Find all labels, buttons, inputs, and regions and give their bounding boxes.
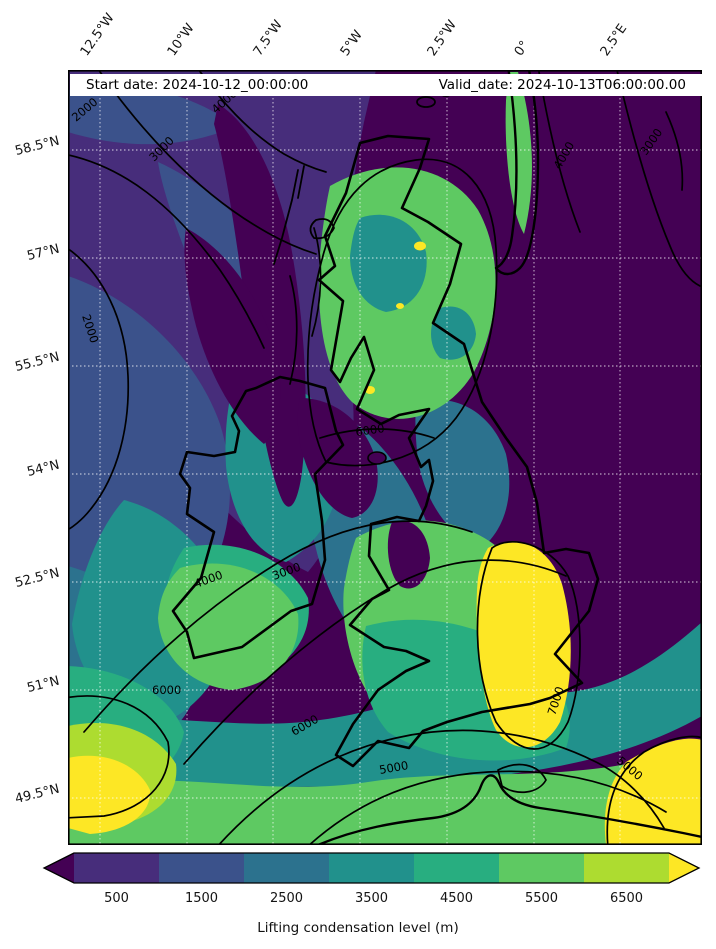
coastline-hebrides bbox=[273, 165, 305, 265]
map-header-bar: Start date: 2024-10-12_00:00:00 Valid_da… bbox=[70, 74, 702, 96]
colorbar-segment bbox=[584, 853, 669, 883]
lat-tick-label: 54°N bbox=[25, 457, 61, 481]
lon-tick-label: 2.5°E bbox=[597, 21, 631, 59]
lon-tick-label: 12.5°W bbox=[77, 10, 118, 59]
lat-tick-label: 58.5°N bbox=[13, 133, 61, 160]
lat-tick-label: 49.5°N bbox=[13, 781, 61, 808]
colorbar: 500 1500 2500 3500 4500 5500 6500 bbox=[42, 852, 701, 906]
colorbar-tick-label: 5500 bbox=[525, 891, 558, 906]
colorbar-outline bbox=[42, 852, 701, 884]
colorbar-axis-label: Lifting condensation level (m) bbox=[257, 920, 459, 936]
coastline-isle-of-man bbox=[367, 451, 387, 465]
lon-tick-label: 0° bbox=[511, 38, 533, 59]
colorbar-extend-max-arrow bbox=[669, 853, 699, 883]
coastline-skye bbox=[309, 218, 335, 240]
colorbar-segment bbox=[244, 853, 329, 883]
lat-tick-label: 55.5°N bbox=[13, 349, 61, 376]
contour-label: 6000 bbox=[354, 421, 385, 439]
colorbar-extend-min-arrow bbox=[44, 853, 74, 883]
contour-label: 6000 bbox=[152, 683, 181, 697]
lon-tick-label: 5°W bbox=[337, 27, 366, 59]
colorbar-tick-label: 500 bbox=[104, 891, 129, 906]
colorbar-segment bbox=[329, 853, 414, 883]
lon-tick-label: 7.5°W bbox=[250, 17, 286, 59]
colorbar-tick-label: 4500 bbox=[440, 891, 473, 906]
colorbar-tick-label: 3500 bbox=[355, 891, 388, 906]
colorbar-tick-label: 1500 bbox=[185, 891, 218, 906]
lat-tick-label: 51°N bbox=[25, 673, 61, 697]
coastline-france bbox=[316, 774, 702, 845]
graticule-gridlines bbox=[68, 70, 702, 845]
axes-frame bbox=[68, 70, 702, 845]
colorbar-tick-label: 6500 bbox=[610, 891, 643, 906]
colorbar-segment bbox=[499, 853, 584, 883]
map-plot: 2000 3000 4000 2000 4000 3000 6000 4000 … bbox=[68, 70, 702, 845]
colorbar-segment bbox=[74, 853, 159, 883]
lon-tick-label: 2.5°W bbox=[424, 17, 460, 59]
coastlines bbox=[171, 87, 702, 845]
coastline-orkney bbox=[416, 96, 436, 108]
colorbar-segment bbox=[414, 853, 499, 883]
valid-date-text: Valid_date: 2024-10-13T06:00:00.00 bbox=[438, 77, 686, 93]
lat-tick-label: 57°N bbox=[25, 241, 61, 265]
colorbar-segment bbox=[159, 853, 244, 883]
contour-label: 5000 bbox=[378, 758, 409, 777]
coastline-great-britain bbox=[317, 134, 600, 768]
coastline-ireland bbox=[171, 375, 345, 660]
start-date-text: Start date: 2024-10-12_00:00:00 bbox=[86, 77, 309, 93]
colorbar-tick-label: 2500 bbox=[270, 891, 303, 906]
lon-tick-label: 10°W bbox=[164, 20, 198, 60]
lat-tick-label: 52.5°N bbox=[13, 565, 61, 592]
